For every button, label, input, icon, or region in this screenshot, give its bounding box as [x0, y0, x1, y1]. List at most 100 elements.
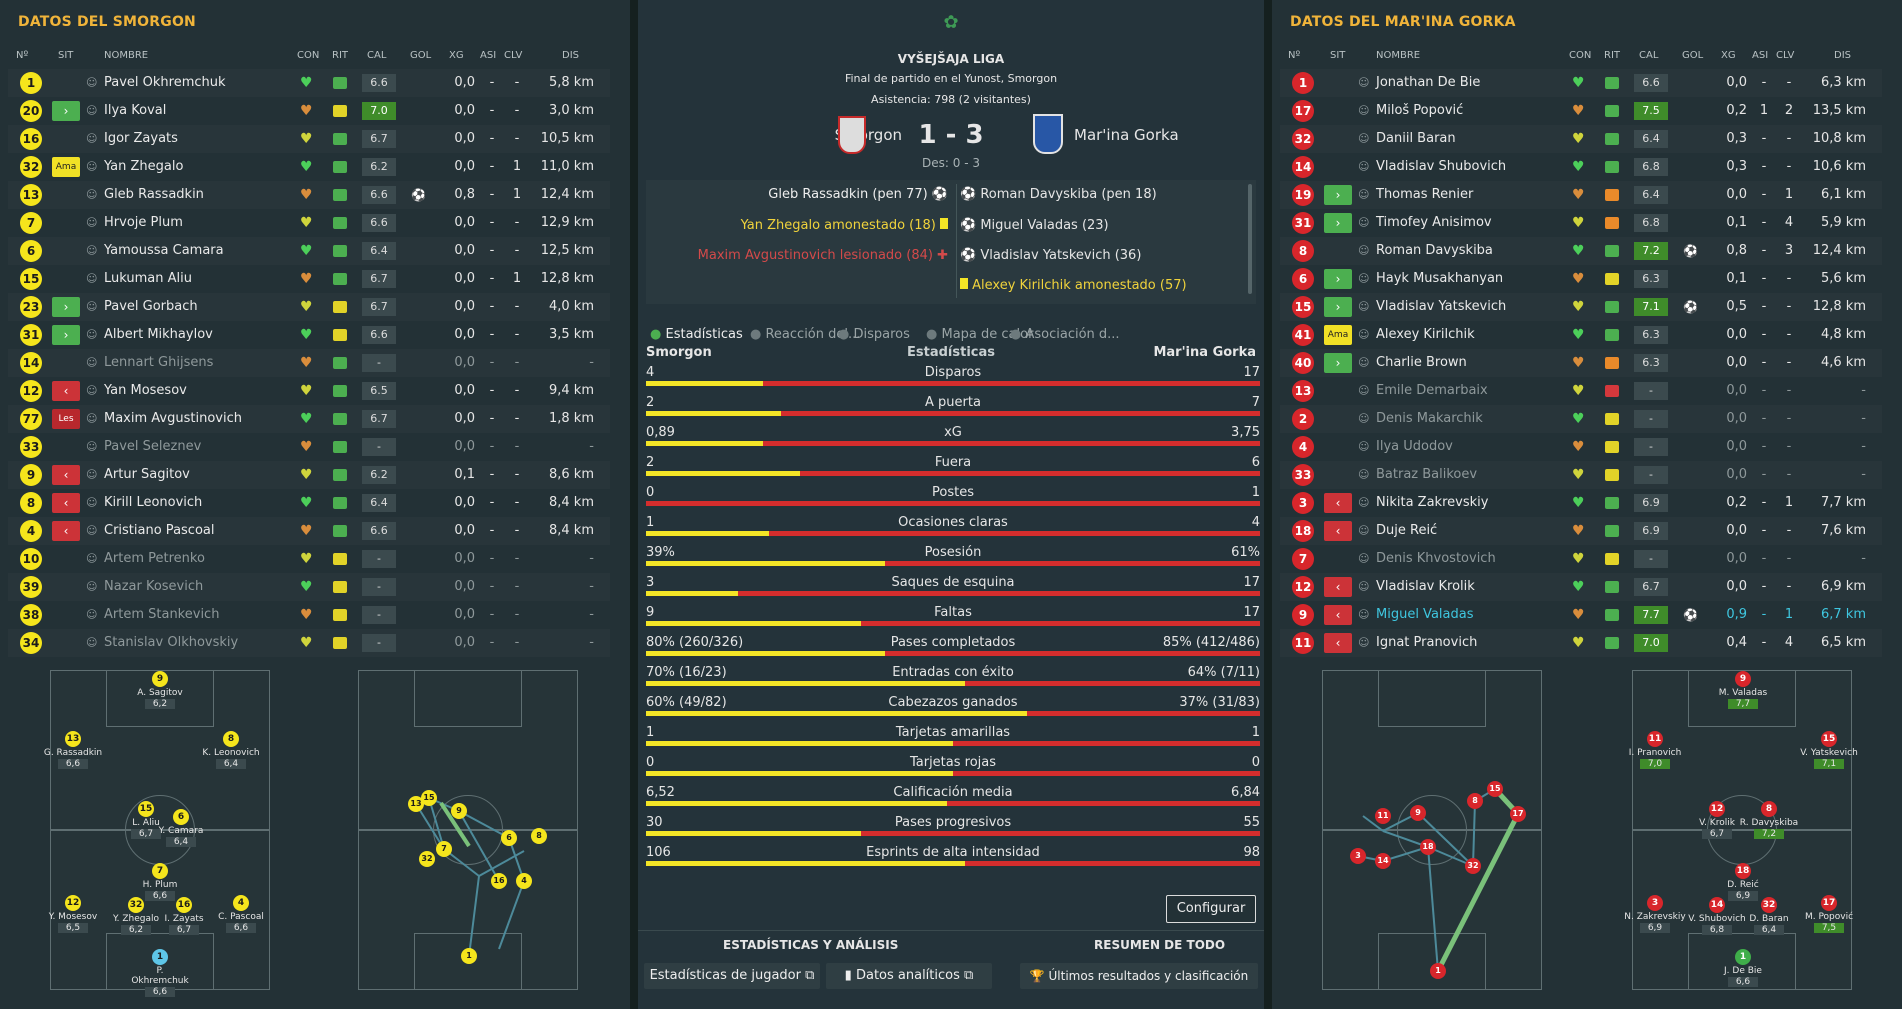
column-header-clv[interactable]: CLV	[1776, 50, 1795, 61]
table-row[interactable]: 15 › ☺ Vladislav Yatskevich ♥ 7.1 ⚽ 0,5- -12,8 k…	[1280, 293, 1882, 321]
player-name[interactable]: Lukuman Aliu	[104, 271, 192, 286]
player-name[interactable]: Pavel Okhremchuk	[104, 75, 226, 90]
column-header-rit[interactable]: RIT	[332, 50, 349, 61]
table-row[interactable]: 10 ☺ Artem Petrenko ♥ -0,0- - -	[8, 545, 610, 573]
network-node[interactable]: 15	[421, 790, 437, 806]
formation-player[interactable]: 11 I. Pranovich 7,0	[1623, 731, 1687, 769]
table-row[interactable]: 9 ‹ ☺ Miguel Valadas ♥ 7.7 ⚽ 0,9- 1 6,7 km	[1280, 601, 1882, 629]
table-row[interactable]: 4 ☺ Ilya Udodov ♥ -0,0- - -	[1280, 433, 1882, 461]
table-row[interactable]: 4 ‹ ☺ Cristiano Pascoal ♥ 6.6 0,0- -8,4 km	[8, 517, 610, 545]
column-header-cal[interactable]: CAL	[1639, 50, 1659, 61]
network-node[interactable]: 17	[1510, 806, 1526, 822]
column-header-nombre[interactable]: NOMBRE	[1376, 50, 1421, 61]
table-row[interactable]: 15 ☺ Lukuman Aliu ♥ 6.7 0,0- 1 12,8 km	[8, 265, 610, 293]
formation-player[interactable]: 4 C. Pascoal 6,6	[209, 895, 273, 933]
tab-3[interactable]: ● Mapa de calor	[926, 327, 1034, 342]
formation-player[interactable]: 6 Y. Camara 6,4	[149, 809, 213, 847]
column-header-xg[interactable]: XG	[449, 50, 464, 61]
network-node[interactable]: 6	[501, 830, 517, 846]
network-node[interactable]: 3	[1350, 848, 1366, 864]
formation-player[interactable]: 3 N. Zakrevskiy 6,9	[1623, 895, 1687, 933]
player-name[interactable]: Pavel Gorbach	[104, 299, 198, 314]
table-row[interactable]: 14 ☺ Lennart Ghijsens ♥ -0,0- - -	[8, 349, 610, 377]
network-node[interactable]: 1	[461, 948, 477, 964]
table-row[interactable]: 31 › ☺ Timofey Anisimov ♥ 6.8 0,1- 4 5,9 km	[1280, 209, 1882, 237]
table-row[interactable]: 6 › ☺ Hayk Musakhanyan ♥ 6.3 0,1- -5,6 km	[1280, 265, 1882, 293]
table-row[interactable]: 16 ☺ Igor Zayats ♥ 6.7 0,0- -10,5 km	[8, 125, 610, 153]
player-name[interactable]: Maxim Avgustinovich	[104, 411, 242, 426]
player-name[interactable]: Denis Makarchik	[1376, 411, 1483, 426]
network-node[interactable]: 9	[1410, 805, 1426, 821]
table-row[interactable]: 8 ☺ Roman Davyskiba ♥ 7.2 ⚽ 0,8- 3 12,4 km	[1280, 237, 1882, 265]
tab-1[interactable]: ● Reacción del...	[750, 327, 861, 342]
table-row[interactable]: 31 › ☺ Albert Mikhaylov ♥ 6.6 0,0- -3,5 km	[8, 321, 610, 349]
player-name[interactable]: Ignat Pranovich	[1376, 635, 1478, 650]
player-name[interactable]: Igor Zayats	[104, 131, 178, 146]
formation-player[interactable]: 15 L. Aliu 6,7	[114, 801, 178, 839]
network-node[interactable]: 8	[1467, 793, 1483, 809]
player-name[interactable]: Yan Zhegalo	[104, 159, 184, 174]
table-row[interactable]: 19 › ☺ Thomas Renier ♥ 6.4 0,0- 1 6,1 km	[1280, 181, 1882, 209]
network-node[interactable]: 16	[491, 873, 507, 889]
formation-player[interactable]: 7 H. Plum 6,6	[128, 863, 192, 901]
player-stats-button[interactable]: Estadísticas de jugador ⧉	[644, 963, 820, 989]
results-table-button[interactable]: 🏆 Últimos resultados y clasificación	[1020, 963, 1258, 989]
table-row[interactable]: 8 ‹ ☺ Kirill Leonovich ♥ 6.4 0,0- -8,4 km	[8, 489, 610, 517]
table-row[interactable]: 23 › ☺ Pavel Gorbach ♥ 6.7 0,0- -4,0 km	[8, 293, 610, 321]
formation-player[interactable]: 32 D. Baran 6,4	[1737, 897, 1801, 935]
formation-player[interactable]: 12 V. Krolik 6,7	[1685, 801, 1749, 839]
column-header-asi[interactable]: ASI	[1752, 50, 1769, 61]
table-row[interactable]: 7 ☺ Hrvoje Plum ♥ 6.6 0,0- -12,9 km	[8, 209, 610, 237]
table-row[interactable]: 13 ☺ Gleb Rassadkin ♥ 6.6 ⚽ 0,8- 1 12,4 km	[8, 181, 610, 209]
formation-player[interactable]: 8 R. Davyskiba 7,2	[1737, 801, 1801, 839]
column-header-no[interactable]: Nº	[16, 50, 29, 61]
player-name[interactable]: Charlie Brown	[1376, 355, 1467, 370]
column-header-gol[interactable]: GOL	[1682, 50, 1704, 61]
player-name[interactable]: Yamoussa Camara	[104, 243, 224, 258]
player-name[interactable]: Pavel Seleznev	[104, 439, 202, 454]
table-row[interactable]: 1 ☺ Pavel Okhremchuk ♥ 6.6 0,0- -5,8 km	[8, 69, 610, 97]
table-row[interactable]: 2 ☺ Denis Makarchik ♥ -0,0- - -	[1280, 405, 1882, 433]
column-header-cal[interactable]: CAL	[367, 50, 387, 61]
tab-0[interactable]: ● Estadísticas	[650, 327, 743, 342]
column-header-con[interactable]: CON	[297, 50, 320, 61]
column-header-asi[interactable]: ASI	[480, 50, 497, 61]
table-row[interactable]: 7 ☺ Denis Khvostovich ♥ -0,0- - -	[1280, 545, 1882, 573]
network-node[interactable]: 32	[419, 851, 435, 867]
table-row[interactable]: 17 ☺ Miloš Popović ♥ 7.5 0,2 1 2 13,5 km	[1280, 97, 1882, 125]
table-row[interactable]: 1 ☺ Jonathan De Bie ♥ 6.6 0,0- -6,3 km	[1280, 69, 1882, 97]
player-name[interactable]: Artem Stankevich	[104, 607, 220, 622]
tab-4[interactable]: ● Asociación d...	[1010, 327, 1120, 342]
table-row[interactable]: 18 ‹ ☺ Duje Reić ♥ 6.9 0,0- -7,6 km	[1280, 517, 1882, 545]
column-header-con[interactable]: CON	[1569, 50, 1592, 61]
table-row[interactable]: 9 ‹ ☺ Artur Sagitov ♥ 6.2 0,1- -8,6 km	[8, 461, 610, 489]
network-node[interactable]: 32	[1465, 858, 1481, 874]
table-row[interactable]: 33 ☺ Batraz Balikoev ♥ -0,0- - -	[1280, 461, 1882, 489]
column-header-gol[interactable]: GOL	[410, 50, 432, 61]
table-row[interactable]: 38 ☺ Artem Stankevich ♥ -0,0- - -	[8, 601, 610, 629]
away-team-name[interactable]: Mar'ina Gorka	[1074, 126, 1179, 144]
formation-player[interactable]: 9 M. Valadas 7,7	[1711, 671, 1775, 709]
table-row[interactable]: 41 Ama ☺ Alexey Kirilchik ♥ 6.3 0,0- -4,8 km	[1280, 321, 1882, 349]
player-name[interactable]: Gleb Rassadkin	[104, 187, 204, 202]
column-header-sit[interactable]: SIT	[1330, 50, 1346, 61]
player-name[interactable]: Stanislav Olkhovskiy	[104, 635, 239, 650]
network-node[interactable]: 1	[1430, 963, 1446, 979]
table-row[interactable]: 77 Les ☺ Maxim Avgustinovich ♥ 6.7 0,0- -1,8 km	[8, 405, 610, 433]
column-header-clv[interactable]: CLV	[504, 50, 523, 61]
player-name[interactable]: Nikita Zakrevskiy	[1376, 495, 1489, 510]
formation-player[interactable]: 32 Y. Zhegalo 6,2	[104, 897, 168, 935]
player-name[interactable]: Hayk Musakhanyan	[1376, 271, 1504, 286]
table-row[interactable]: 20 › ☺ Ilya Koval ♥ 7.0 0,0- -3,0 km	[8, 97, 610, 125]
analytics-button[interactable]: ▮ Datos analíticos ⧉	[826, 963, 992, 989]
player-name[interactable]: Hrvoje Plum	[104, 215, 183, 230]
table-row[interactable]: 33 ☺ Pavel Seleznev ♥ -0,0- - -	[8, 433, 610, 461]
player-name[interactable]: Duje Reić	[1376, 523, 1438, 538]
formation-player[interactable]: 1 P. Okhremchuk 6,6	[128, 949, 192, 997]
column-header-nombre[interactable]: NOMBRE	[104, 50, 149, 61]
network-node[interactable]: 4	[516, 873, 532, 889]
formation-player[interactable]: 12 Y. Mosesov 6,5	[41, 895, 105, 933]
column-header-xg[interactable]: XG	[1721, 50, 1736, 61]
player-name[interactable]: Artur Sagitov	[104, 467, 190, 482]
player-name[interactable]: Daniil Baran	[1376, 131, 1456, 146]
